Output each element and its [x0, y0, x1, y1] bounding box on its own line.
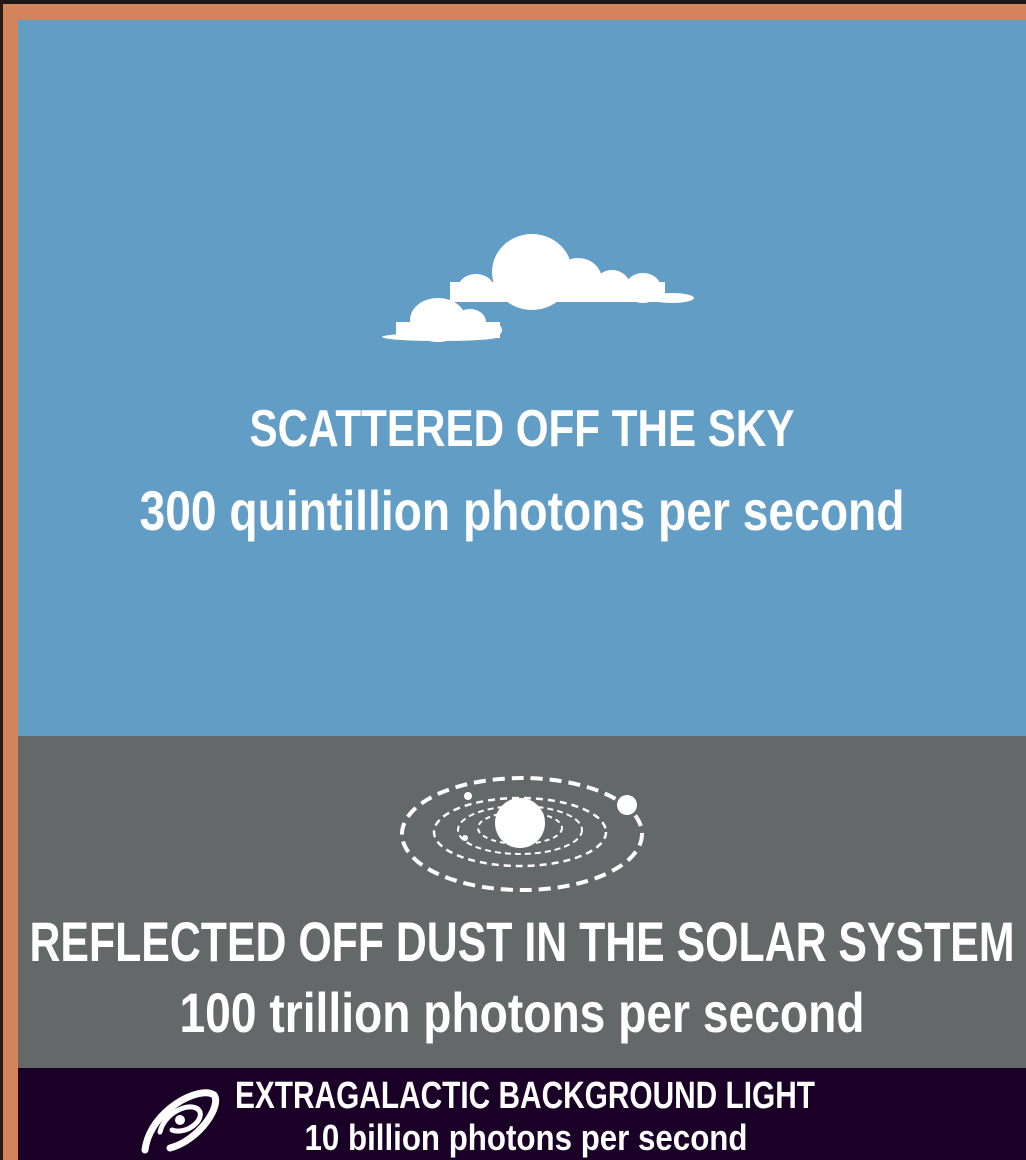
sky-panel: [18, 20, 1026, 736]
panel-text: 300 quintillion photons per second: [140, 479, 905, 542]
page: SCATTERED OFF THE SKY 300 quintillion ph…: [0, 0, 1026, 1160]
panel-title: SCATTERED OFF THE SKY: [250, 400, 795, 458]
top-edge: [0, 0, 1026, 4]
panel-text: 100 trillion photons per second: [180, 981, 865, 1044]
left-edge: [0, 0, 3, 1160]
panel-text: 10 billion photons per second: [305, 1117, 748, 1158]
infographic: SCATTERED OFF THE SKY 300 quintillion ph…: [0, 0, 1026, 1160]
panel-title: EXTRAGALACTIC BACKGROUND LIGHT: [235, 1075, 815, 1117]
panel-title: REFLECTED OFF DUST IN THE SOLAR SYSTEM: [30, 910, 1015, 973]
